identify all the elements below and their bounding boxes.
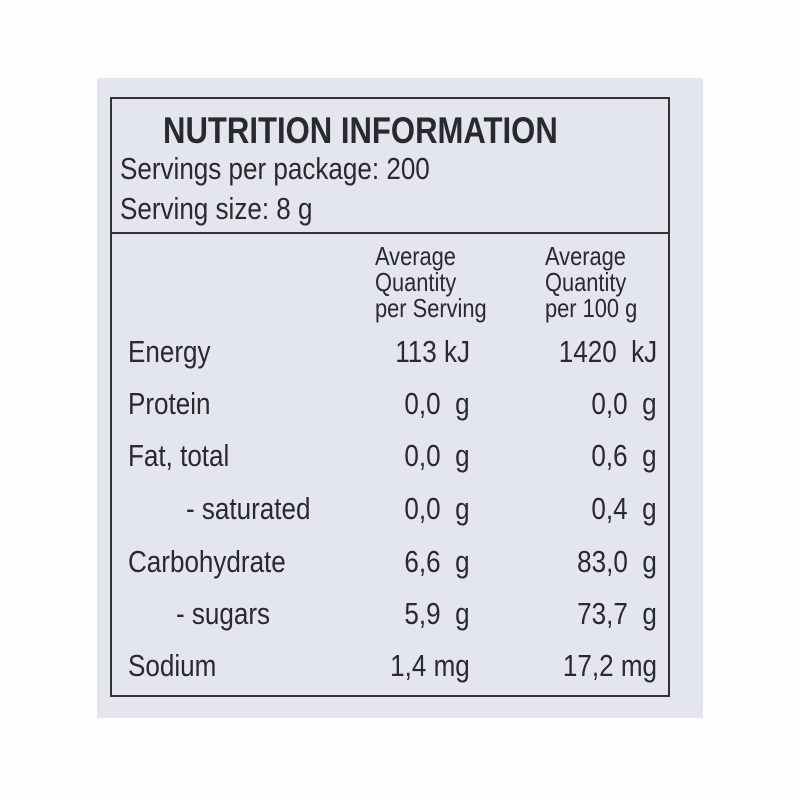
row-value: 73,7 g (577, 596, 657, 631)
row-label: - saturated (186, 491, 311, 526)
row-value: 17,2 mg (562, 648, 657, 683)
row-value: 0,0 g (404, 386, 470, 421)
row-value: 113 kJ (395, 334, 470, 369)
row-label: Fat, total (128, 438, 230, 473)
row-value: 0,0 g (404, 491, 470, 526)
row-value: 1,4 mg (390, 648, 470, 683)
servings: Servings per package: 200 (120, 151, 430, 186)
label-background (97, 78, 703, 718)
column-header: per 100 g (545, 293, 638, 323)
row-value: 6,6 g (404, 544, 470, 579)
row-label: Protein (128, 386, 211, 421)
column-header: Average (545, 241, 626, 271)
divider (110, 232, 668, 234)
column-header: Quantity (545, 267, 627, 297)
serving-size: Serving size: 8 g (120, 191, 313, 226)
row-label: Sodium (128, 648, 217, 683)
row-value: 0,6 g (591, 438, 657, 473)
row-label: Carbohydrate (128, 544, 286, 579)
row-value: 0,4 g (591, 491, 657, 526)
row-label: - sugars (176, 596, 271, 631)
column-header: Average (375, 241, 456, 271)
row-value: 83,0 g (577, 544, 657, 579)
row-value: 0,0 g (591, 386, 657, 421)
row-value: 0,0 g (404, 438, 470, 473)
title: NUTRITION INFORMATION (163, 110, 558, 151)
row-label: Energy (128, 334, 211, 369)
nutrition-box (110, 97, 670, 697)
column-header: per Serving (375, 293, 487, 323)
column-header: Quantity (375, 267, 457, 297)
row-value: 1420 kJ (558, 334, 657, 369)
row-value: 5,9 g (404, 596, 470, 631)
